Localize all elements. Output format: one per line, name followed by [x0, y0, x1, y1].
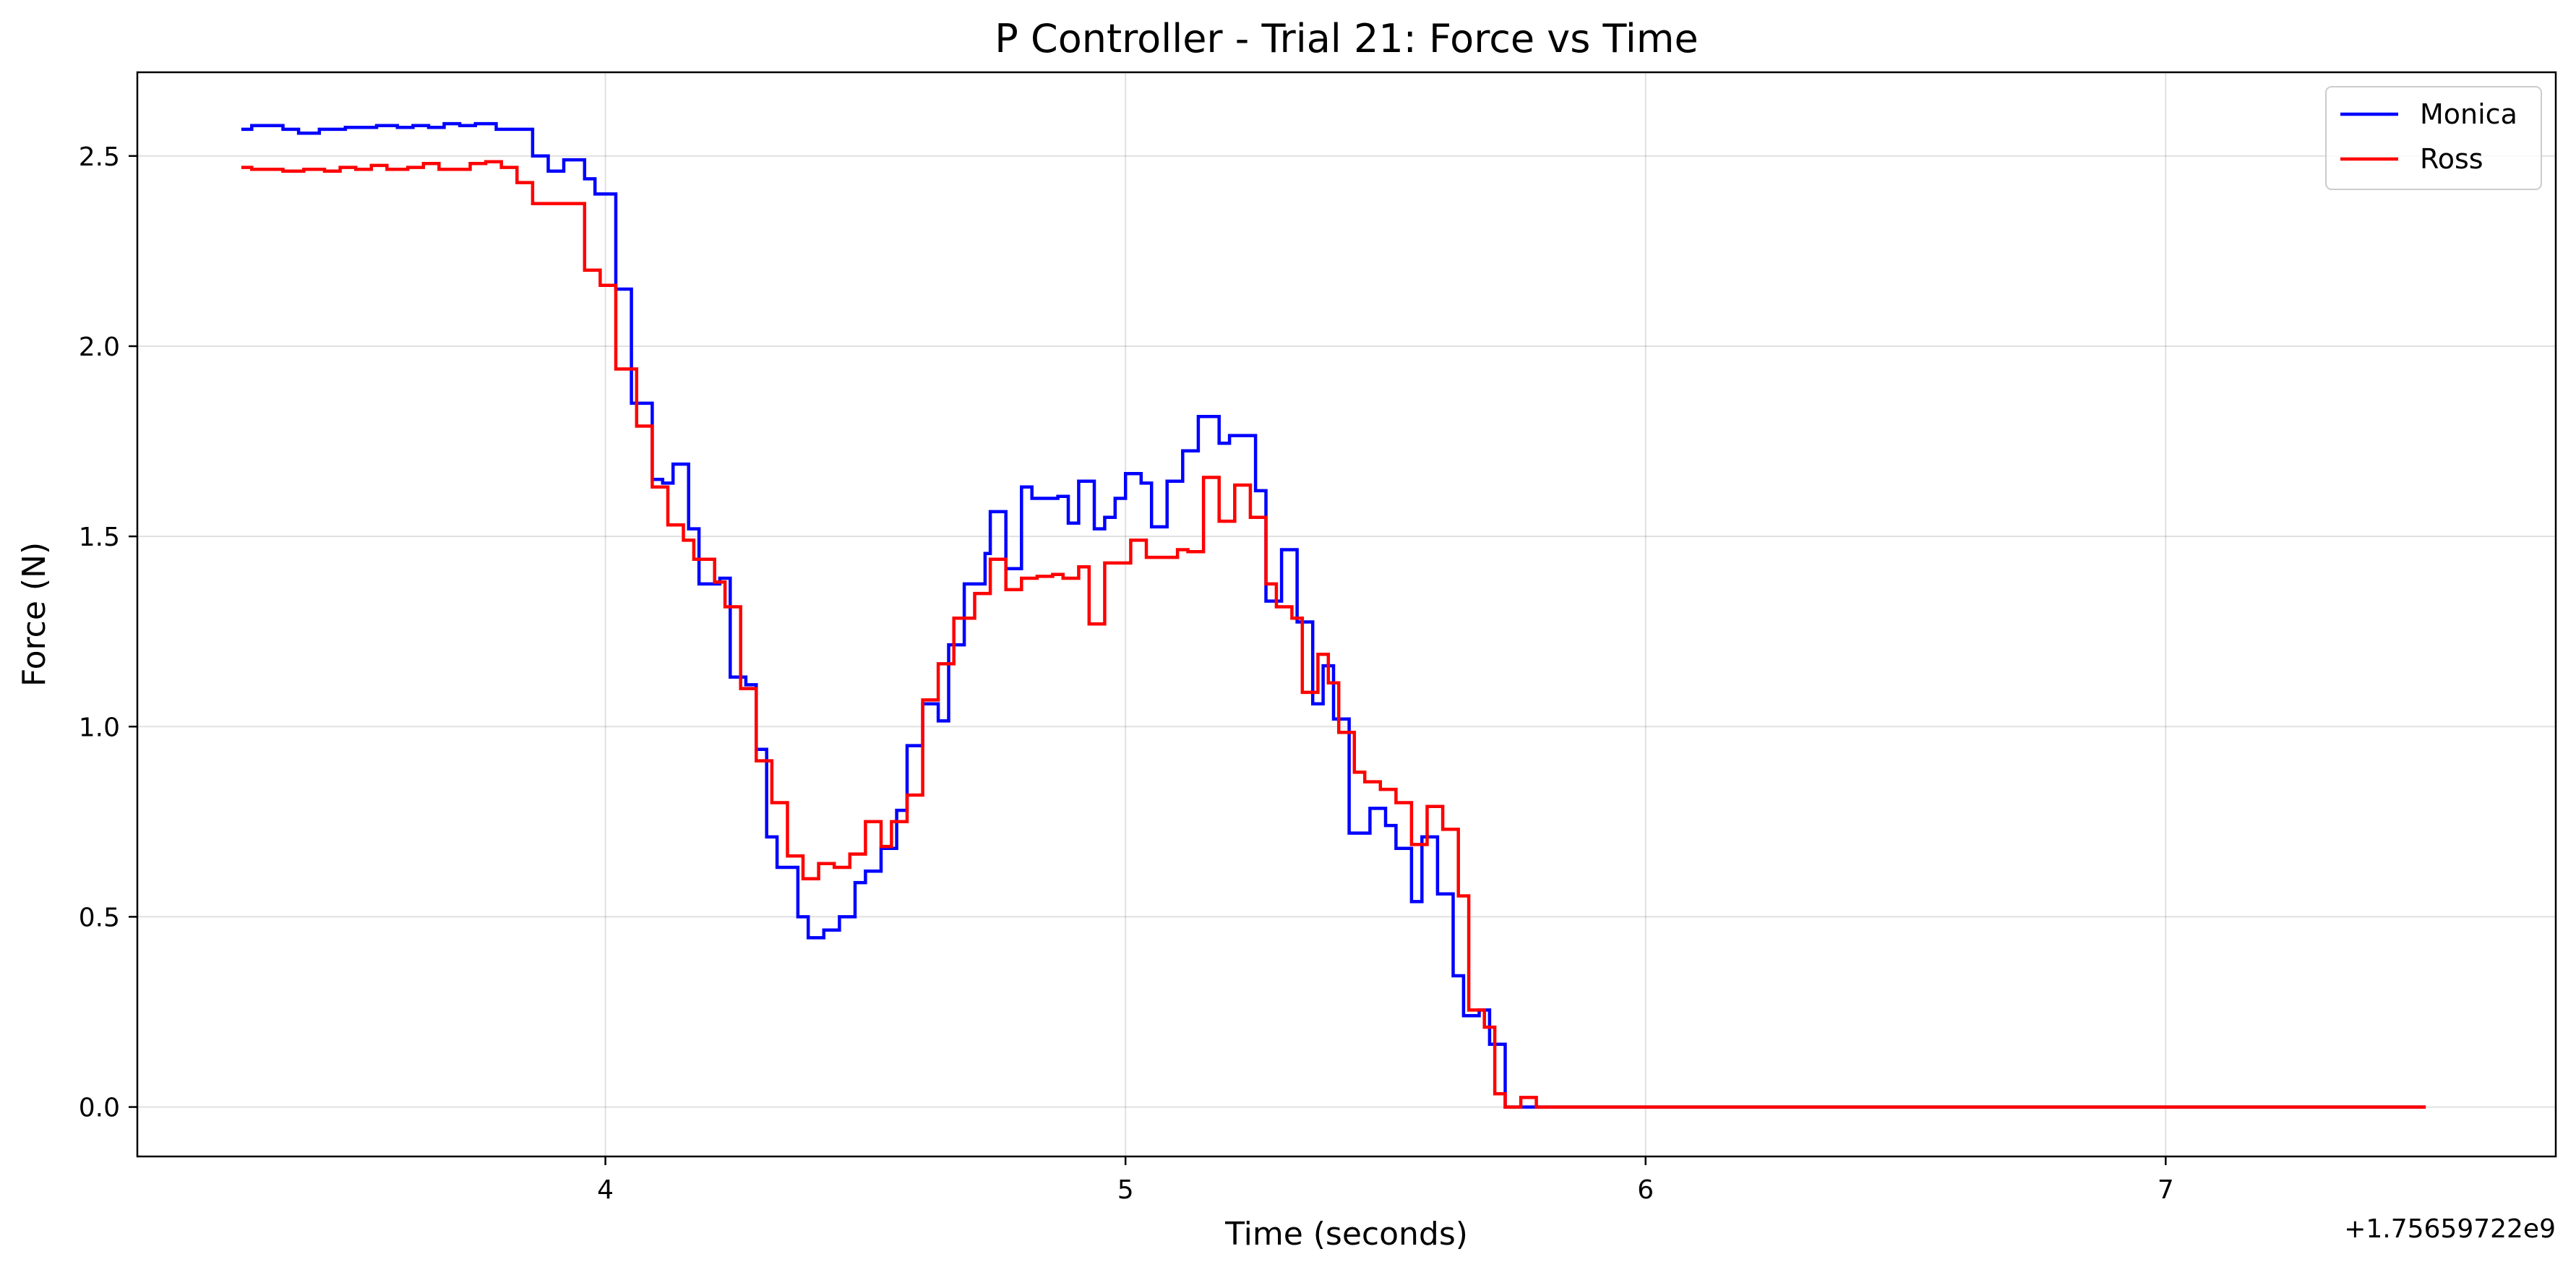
- x-tick-label: 5: [1117, 1175, 1134, 1205]
- x-axis-label: Time (seconds): [1224, 1216, 1468, 1253]
- data-series: [241, 121, 2426, 1109]
- legend-box: [2325, 86, 2542, 190]
- legend: Monica Ross: [2325, 86, 2542, 190]
- y-tick-label: 0.5: [79, 903, 120, 932]
- y-tick-label: 0.0: [79, 1094, 120, 1123]
- series-line-ross: [241, 160, 2426, 1109]
- y-tick-label: 2.5: [79, 142, 120, 172]
- plot-frame: [136, 71, 2557, 1158]
- x-tick-label: 4: [597, 1175, 614, 1205]
- grid-lines: [137, 72, 2556, 1156]
- x-tick-label: 7: [2158, 1175, 2174, 1205]
- chart-title: P Controller - Trial 21: Force vs Time: [995, 16, 1698, 61]
- legend-label-monica: Monica: [2420, 98, 2517, 130]
- y-axis-label: Force (N): [16, 542, 53, 687]
- y-tick-label: 2.0: [79, 332, 120, 362]
- x-axis-offset-label: +1.75659722e9: [2344, 1214, 2556, 1244]
- y-tick-label: 1.0: [79, 713, 120, 742]
- y-tick-label: 1.5: [79, 523, 120, 552]
- x-tick-label: 6: [1637, 1175, 1654, 1205]
- axis-ticks: 4 5 6 7 0.0 0.5 1.0 1.5 2.0 2.5: [79, 142, 2174, 1205]
- series-line-monica: [241, 121, 2426, 1109]
- legend-label-ross: Ross: [2420, 143, 2483, 175]
